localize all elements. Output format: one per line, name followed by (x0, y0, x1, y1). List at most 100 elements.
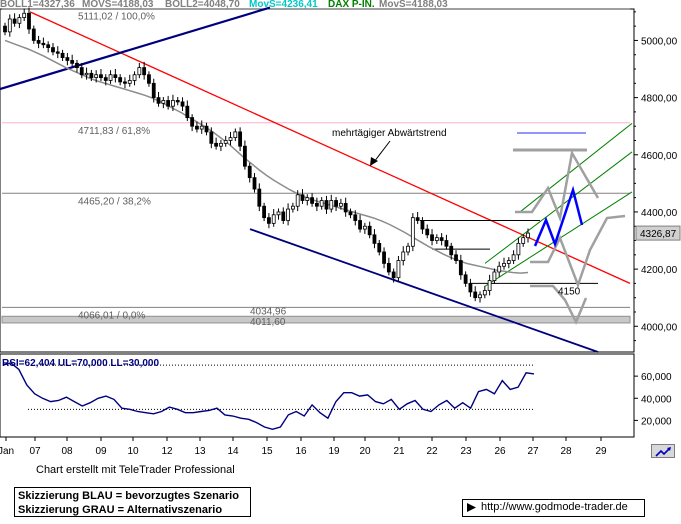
candle (137, 67, 142, 76)
red-downtrend-line (29, 11, 631, 284)
candle (142, 67, 147, 76)
candle (386, 262, 391, 273)
x-tick-label: 10 (127, 446, 139, 457)
y-tick-label: 4800,00 (641, 94, 678, 105)
navy-upper-trend-line (0, 6, 271, 91)
last-price-box (635, 225, 681, 241)
moving-average-line (4, 39, 529, 274)
trend-lines-layer (0, 6, 633, 353)
candle (79, 67, 84, 76)
candle (338, 202, 343, 207)
candle (132, 74, 137, 81)
y-tick-label: 4400,00 (641, 208, 678, 219)
candle (36, 40, 41, 44)
legend-line-blue: Skizzierung BLAU = bevorzugtes Szenario (18, 490, 239, 502)
candle (209, 131, 214, 144)
header-movs-cyan: MovS=4236,41 (249, 0, 318, 10)
candle (99, 74, 103, 79)
blue-scenario-path (533, 185, 584, 248)
candle (247, 165, 252, 179)
candle (362, 225, 367, 230)
candle (502, 262, 506, 267)
candle (353, 214, 358, 221)
candle (185, 105, 190, 119)
candle (367, 225, 372, 236)
x-tick-label: 22 (426, 446, 438, 457)
source-link[interactable]: http://www.godmode-trader.de (481, 501, 628, 513)
candle (147, 74, 151, 84)
candle (65, 57, 70, 61)
candle (406, 245, 410, 253)
candle (420, 220, 425, 230)
candle (118, 77, 123, 83)
price-label-4150: 4150 (558, 286, 581, 297)
source-link-box[interactable]: http://www.godmode-trader.de (462, 499, 645, 517)
gray-scenario-middle (530, 214, 626, 289)
candle (228, 137, 233, 141)
annotation-arrowhead (370, 157, 378, 166)
candle (439, 237, 444, 241)
y-tick-label: 4200,00 (641, 265, 678, 276)
price-y-axis: 5000,00 4800,00 4600,00 4400,00 4200,00 4000,… (634, 11, 681, 342)
candle (343, 202, 348, 213)
trend-annotation: mehrtägiger Abwärtstrend (332, 128, 447, 139)
x-tick-label: 14 (227, 446, 239, 457)
candle (171, 100, 175, 107)
candle (286, 208, 290, 221)
header-dax: DAX P-IN. (328, 0, 375, 10)
support-band (1, 315, 631, 324)
candle (276, 211, 281, 216)
candle (310, 197, 314, 204)
candle (305, 197, 310, 201)
rsi-title: RSI=62,404 UL=70,000 LL=30,000 (2, 358, 159, 369)
x-tick-label: 16 (295, 446, 307, 457)
rsi-line (2, 362, 535, 431)
y-tick-label: 5000,00 (641, 36, 678, 47)
candle (425, 228, 430, 236)
last-price-label: 4326,87 (640, 229, 677, 240)
price-panel-frame (0, 8, 635, 353)
candle (434, 237, 439, 241)
candle (334, 200, 338, 207)
candle (195, 125, 199, 130)
candle (444, 240, 449, 247)
candle (300, 194, 305, 201)
x-tick-label: 09 (95, 446, 107, 457)
candle (84, 72, 89, 76)
x-tick-label: 15 (261, 446, 273, 457)
chart-tool-icon[interactable] (651, 444, 675, 458)
candle (199, 125, 204, 130)
candle (281, 211, 286, 221)
gray-scenario-lower (530, 284, 588, 326)
x-tick-label: 27 (527, 446, 539, 457)
fib-label-0: 4066,01 / 0,0% (78, 310, 145, 321)
candle (204, 125, 209, 133)
candle (94, 74, 99, 79)
candle (377, 242, 382, 253)
fib-label-100: 5111,02 / 100,0% (78, 12, 155, 23)
green-channel-middle (484, 151, 633, 264)
y-tick-label: 4600,00 (641, 151, 678, 162)
legend-line-gray: Skizzierung GRAU = Alternativszenario (18, 504, 223, 516)
candle (516, 242, 521, 256)
x-tick-label: 26 (494, 446, 506, 457)
candle (233, 131, 238, 139)
candle (492, 271, 497, 281)
candle (324, 200, 329, 210)
candle (266, 217, 271, 224)
candle (243, 145, 247, 167)
candle (3, 25, 7, 33)
candle (506, 260, 511, 264)
arrow-icon (467, 503, 476, 512)
header-movs1: MOVS=4188,03 (82, 0, 154, 10)
candle (382, 251, 386, 264)
x-tick-label: 23 (460, 446, 472, 457)
candle (329, 200, 334, 210)
candle (468, 282, 473, 293)
candle (257, 188, 262, 207)
candle (454, 254, 458, 261)
candle (51, 47, 55, 53)
header-movs2: MovS=4188,03 (379, 0, 448, 10)
candle (511, 254, 516, 261)
candle (314, 202, 319, 207)
